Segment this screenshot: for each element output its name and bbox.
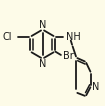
Text: N: N <box>39 20 46 30</box>
Text: N: N <box>92 82 99 92</box>
Text: NH: NH <box>66 32 80 42</box>
Text: Br: Br <box>63 51 74 61</box>
Text: Cl: Cl <box>2 32 12 42</box>
Text: N: N <box>39 59 46 69</box>
